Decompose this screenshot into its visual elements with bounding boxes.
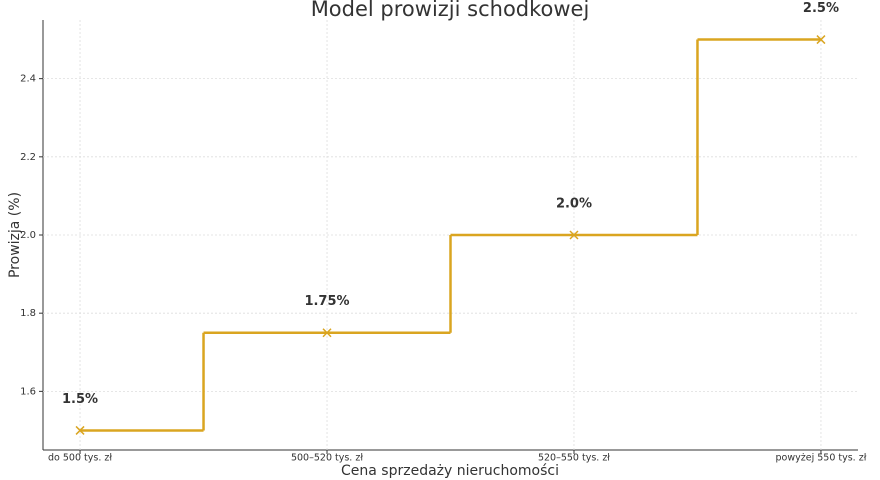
- y-tick-label: 1.6: [20, 386, 36, 397]
- y-tick-label: 2.4: [20, 74, 36, 85]
- y-tick-label: 2.2: [20, 152, 36, 163]
- value-label: 2.5%: [803, 1, 839, 16]
- y-axis-label: Prowizja (%): [7, 192, 23, 278]
- value-label: 1.75%: [304, 294, 349, 309]
- x-axis-label: Cena sprzedaży nieruchomości: [341, 463, 559, 479]
- value-label: 2.0%: [556, 197, 592, 212]
- x-tick-label: 520–550 tys. zł: [538, 453, 610, 464]
- x-tick-label: do 500 tys. zł: [48, 453, 112, 464]
- value-label: 1.5%: [62, 392, 98, 407]
- x-tick-label: 500–520 tys. zł: [291, 453, 363, 464]
- marker: [75, 425, 85, 435]
- marker: [816, 35, 826, 45]
- marker: [322, 328, 332, 338]
- y-tick-label: 2.0: [20, 230, 36, 241]
- x-tick-label: powyżej 550 tys. zł: [776, 453, 867, 464]
- chart-title: Model prowizji schodkowej: [311, 0, 590, 21]
- marker: [569, 230, 579, 240]
- y-tick-label: 1.8: [20, 308, 36, 319]
